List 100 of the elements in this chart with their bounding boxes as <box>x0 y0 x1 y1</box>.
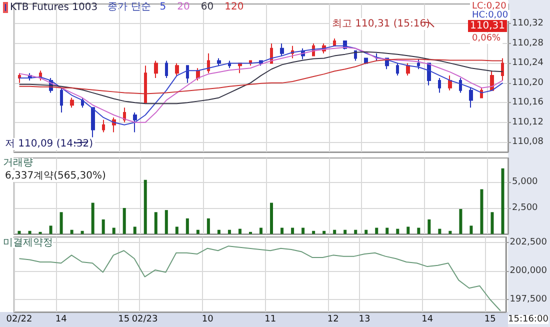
bar <box>260 228 262 234</box>
candlestick <box>60 87 63 114</box>
line-series <box>18 51 504 104</box>
text: 5 <box>160 2 166 12</box>
text: 120 <box>224 2 244 12</box>
bar <box>70 230 74 234</box>
x-tick-label: 10 <box>202 314 214 324</box>
bar <box>459 209 462 234</box>
candlestick <box>501 58 504 81</box>
bar <box>122 208 126 234</box>
chart-title: 거래량 <box>3 158 33 168</box>
y-tick-label: 110,12 <box>512 117 544 128</box>
candlestick <box>186 65 189 84</box>
text: 15:16:00 <box>508 314 549 324</box>
x-tick-label: 14 <box>55 314 68 324</box>
bar <box>49 226 52 234</box>
y-tick-label: 110,32 <box>512 18 544 29</box>
annotation: 6,337계약(565,30%) <box>5 170 106 182</box>
candlestick <box>154 60 158 78</box>
bar <box>270 202 274 234</box>
candlestick <box>238 62 242 74</box>
bar <box>386 228 389 234</box>
bar <box>60 212 63 234</box>
bar <box>501 168 504 234</box>
x-tick-label: 02/23 <box>132 314 158 324</box>
bar <box>333 230 336 234</box>
y-tick-label: 110,08 <box>512 137 544 148</box>
candlestick <box>133 112 137 133</box>
annotation: 110,31 <box>470 20 505 32</box>
x-tick-label: 15 <box>118 314 130 324</box>
bar <box>302 228 305 234</box>
x-tick-label: 12 <box>327 314 339 324</box>
x-tick-label: 15 <box>484 314 496 324</box>
y-tick-label: 202,500 <box>510 238 548 248</box>
bar <box>18 230 21 234</box>
bar <box>175 226 178 234</box>
bar <box>417 228 420 234</box>
bar <box>448 230 452 234</box>
candlestick <box>396 62 399 76</box>
annotation: 저 110,09 (14:32) <box>5 138 94 150</box>
bar <box>112 228 116 234</box>
bar <box>428 219 431 234</box>
y-tick-label: 110,16 <box>512 98 544 108</box>
bar <box>102 219 105 234</box>
bar <box>322 230 326 234</box>
candlestick <box>459 78 462 94</box>
y-tick-label: 2,500 <box>512 202 538 213</box>
annotation: 최고 110,31 (15:16) <box>332 18 430 30</box>
y-tick-label: 200,000 <box>510 266 548 276</box>
candlestick <box>448 75 452 91</box>
x-tick-label: 11 <box>264 314 276 324</box>
legend-title: 종가 단순 <box>108 2 151 12</box>
annotation: LC:0,20 <box>472 2 507 12</box>
bar <box>206 218 210 234</box>
bar <box>354 230 358 234</box>
text: 60 <box>200 2 214 12</box>
candlestick <box>280 42 284 56</box>
bar <box>490 212 494 234</box>
bar <box>280 228 284 234</box>
x-tick-label: 13 <box>358 314 370 324</box>
bar <box>312 230 316 234</box>
candlestick <box>417 58 420 70</box>
bar <box>80 230 84 234</box>
bar <box>28 230 32 234</box>
candlestick <box>70 97 74 108</box>
y-tick-label: 110,20 <box>512 78 544 88</box>
bar <box>217 230 220 234</box>
candlestick <box>144 65 147 104</box>
bar <box>406 226 410 234</box>
bar <box>133 226 136 234</box>
bar <box>438 228 442 234</box>
y-tick-label: 110,24 <box>512 58 544 68</box>
candlestick <box>469 87 473 108</box>
y-tick-label: 5,000 <box>512 176 538 187</box>
candlestick <box>333 38 336 46</box>
bar <box>364 230 368 234</box>
candlestick <box>18 72 21 84</box>
bar <box>238 228 242 234</box>
bar <box>480 189 484 234</box>
candlestick <box>91 107 95 138</box>
bar <box>154 212 158 234</box>
candlestick <box>217 58 221 66</box>
line-series <box>18 58 504 94</box>
candlestick <box>438 78 441 94</box>
line-series <box>18 246 502 312</box>
bar <box>91 202 94 234</box>
annotation: HC:0,00 <box>472 10 508 20</box>
text: 20 <box>177 2 190 12</box>
x-tick-label: 02/22 <box>6 314 32 324</box>
y-tick-label: 110,28 <box>512 38 544 48</box>
annotation: 0,06% <box>472 34 502 44</box>
bar <box>470 226 473 234</box>
candlestick <box>175 62 179 76</box>
x-tick-label: 14 <box>422 314 434 324</box>
bar <box>186 218 189 234</box>
bar <box>164 210 168 234</box>
bar <box>144 180 147 234</box>
candlestick <box>406 62 410 76</box>
bar <box>228 230 231 234</box>
bar <box>344 230 347 234</box>
